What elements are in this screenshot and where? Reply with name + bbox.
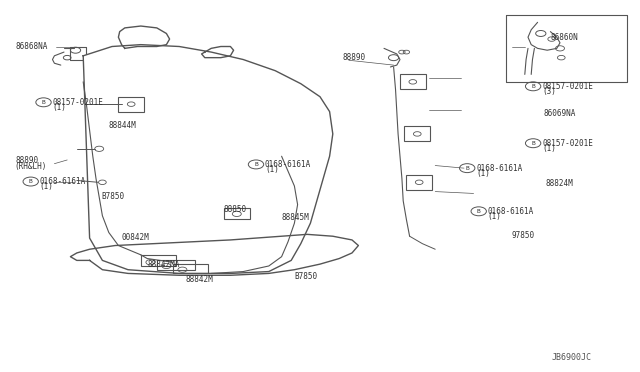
- Bar: [118, 97, 144, 112]
- Text: 88845M: 88845M: [282, 213, 309, 222]
- Text: 00842M: 00842M: [122, 233, 149, 242]
- Text: 08157-0201E: 08157-0201E: [52, 98, 103, 107]
- Text: JB6900JC: JB6900JC: [552, 353, 591, 362]
- Bar: [400, 74, 426, 89]
- Text: B: B: [465, 166, 469, 171]
- Text: B7850: B7850: [294, 272, 317, 280]
- Text: (RH&LH): (RH&LH): [14, 162, 47, 171]
- Text: (1): (1): [40, 182, 54, 191]
- Text: 88824M: 88824M: [545, 179, 573, 188]
- Text: (1): (1): [542, 144, 556, 153]
- Text: (3): (3): [542, 87, 556, 96]
- Bar: [404, 126, 430, 141]
- Text: (1): (1): [476, 169, 490, 178]
- Text: 86868NA: 86868NA: [16, 42, 49, 51]
- Text: B: B: [42, 100, 45, 105]
- Text: B: B: [254, 162, 258, 167]
- Text: 88844M: 88844M: [109, 121, 136, 130]
- Bar: [224, 208, 250, 219]
- Text: 08157-0201E: 08157-0201E: [542, 139, 593, 148]
- Bar: [406, 175, 432, 190]
- Text: B7850: B7850: [101, 192, 124, 201]
- Text: 08157-0201E: 08157-0201E: [542, 82, 593, 91]
- Bar: [173, 264, 208, 273]
- Bar: [157, 260, 195, 270]
- Text: 88890: 88890: [342, 53, 365, 62]
- Text: 88842MA: 88842MA: [147, 260, 180, 269]
- Text: 0168-6161A: 0168-6161A: [40, 177, 86, 186]
- Text: B: B: [531, 141, 535, 146]
- Text: 86860N: 86860N: [550, 33, 578, 42]
- Text: (1): (1): [488, 212, 502, 221]
- Text: 88842M: 88842M: [186, 275, 213, 284]
- Text: 0168-6161A: 0168-6161A: [265, 160, 311, 169]
- Text: 97850: 97850: [512, 231, 535, 240]
- Text: B: B: [477, 209, 481, 214]
- Text: 0168-6161A: 0168-6161A: [476, 164, 522, 173]
- Text: B: B: [29, 179, 33, 184]
- Text: 0168-6161A: 0168-6161A: [488, 207, 534, 216]
- Text: 86069NA: 86069NA: [544, 109, 577, 118]
- Text: (1): (1): [52, 103, 67, 112]
- Text: (1): (1): [265, 165, 279, 174]
- Bar: [141, 255, 176, 266]
- Text: 88850: 88850: [224, 205, 247, 214]
- Text: B: B: [531, 84, 535, 89]
- Text: 88890: 88890: [16, 156, 39, 165]
